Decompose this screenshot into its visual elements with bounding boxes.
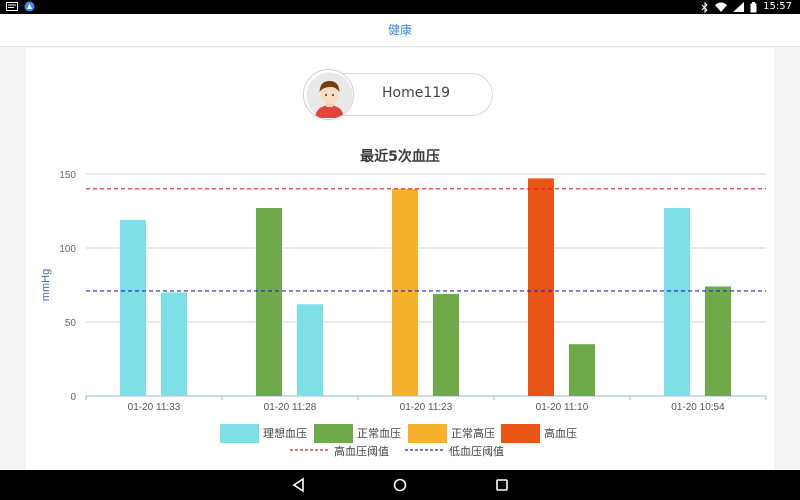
bar — [664, 208, 690, 396]
bar — [297, 304, 323, 396]
bar — [161, 292, 187, 396]
signal-icon — [733, 2, 745, 12]
bar — [433, 293, 459, 396]
page-title: 健康 — [387, 23, 412, 37]
x-tick-label: 01-20 11:23 — [400, 402, 453, 413]
bar — [528, 178, 554, 396]
legend-threshold-label: 低血压阈值 — [449, 444, 504, 458]
bar — [392, 188, 418, 396]
app-notification-icon — [24, 1, 35, 12]
app-bar: 健康 — [0, 14, 800, 47]
legend-swatch — [314, 424, 353, 443]
status-icons-right: 15:57 — [701, 0, 792, 14]
status-bar: 15:57 — [0, 0, 800, 14]
legend-swatch — [220, 424, 259, 443]
bar — [569, 344, 595, 396]
bar — [705, 286, 731, 396]
legend-threshold-label: 高血压阈值 — [334, 444, 389, 458]
y-tick-label: 100 — [59, 244, 76, 255]
user-name: Home119 — [382, 85, 451, 101]
y-tick-label: 150 — [59, 170, 76, 181]
legend-label: 高血压 — [544, 426, 577, 440]
x-tick-label: 01-20 11:10 — [536, 402, 589, 413]
x-tick-label: 01-20 11:28 — [264, 402, 317, 413]
bluetooth-icon — [701, 1, 708, 13]
bar — [120, 219, 146, 396]
blood-pressure-chart: 0 50 100 150 mmHg 01-20 11:33 01-20 11:28 01-20… — [40, 170, 767, 458]
recents-icon[interactable] — [494, 477, 510, 493]
legend-label: 正常血压 — [357, 426, 401, 440]
home-icon[interactable] — [392, 477, 408, 493]
status-time: 15:57 — [763, 1, 792, 12]
legend-label: 理想血压 — [263, 426, 307, 440]
legend-swatch — [408, 424, 447, 443]
battery-icon — [750, 1, 757, 12]
back-icon[interactable] — [291, 477, 307, 493]
legend-label: 正常高压 — [451, 426, 495, 440]
y-tick-label: 50 — [65, 318, 77, 329]
system-nav-bar — [0, 470, 800, 500]
x-tick-label: 01-20 10:54 — [671, 402, 725, 413]
user-avatar-icon[interactable] — [303, 69, 354, 120]
y-axis-label: mmHg — [40, 269, 52, 301]
wifi-icon — [715, 2, 728, 12]
chart-title: 最近5次血压 — [360, 149, 440, 165]
legend-swatch — [501, 424, 540, 443]
status-icons-left — [6, 1, 35, 12]
message-icon — [6, 1, 18, 11]
x-tick-label: 01-20 11:33 — [128, 402, 181, 413]
y-tick-label: 0 — [70, 392, 76, 403]
bar — [256, 208, 282, 396]
